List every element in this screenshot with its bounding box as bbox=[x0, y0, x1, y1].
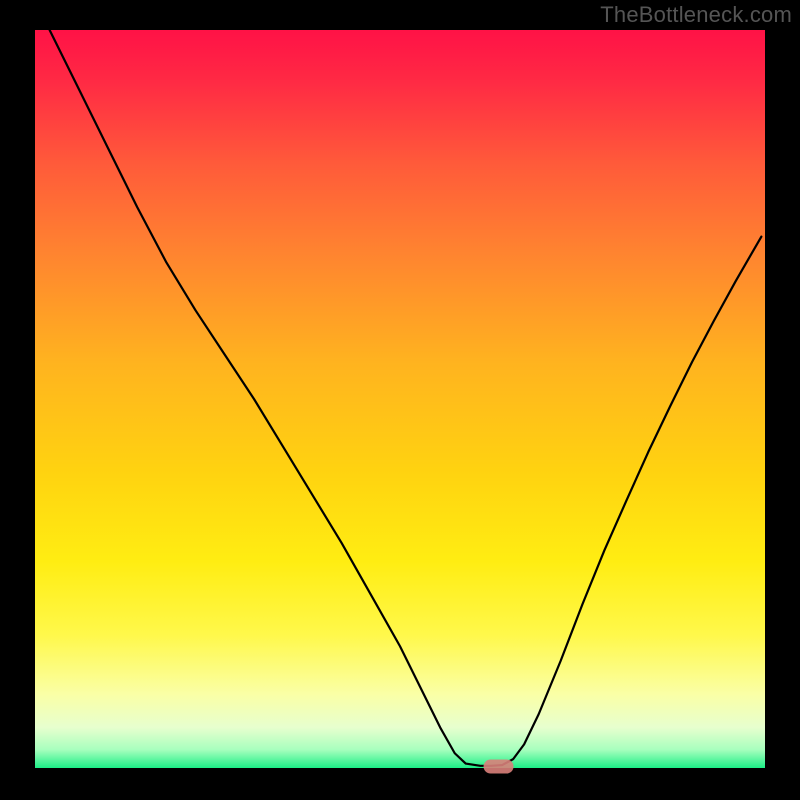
optimal-marker bbox=[484, 760, 514, 774]
chart-root: TheBottleneck.com bbox=[0, 0, 800, 800]
plot-background bbox=[35, 30, 765, 768]
chart-svg bbox=[0, 0, 800, 800]
